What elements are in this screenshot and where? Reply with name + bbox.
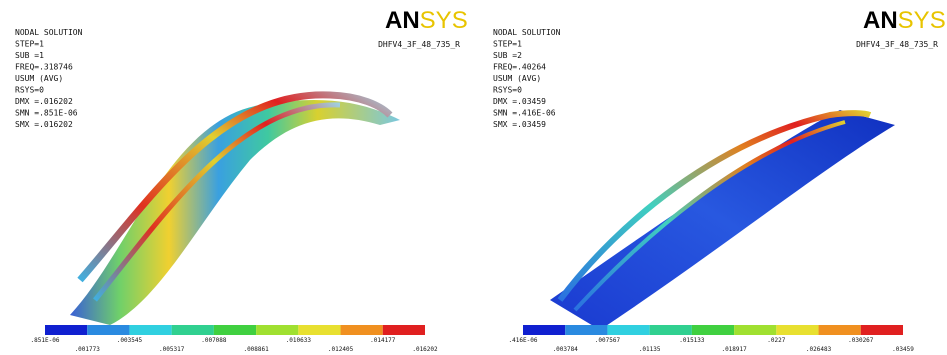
legend-box bbox=[692, 325, 734, 335]
header-line: DMX =.03459 bbox=[493, 97, 546, 106]
legend-box bbox=[861, 325, 903, 335]
legend-label: .007567 bbox=[595, 337, 621, 344]
legend-box bbox=[607, 325, 649, 335]
model-name: DHFV4_3F_48_735_R bbox=[856, 40, 938, 49]
legend-label: .416E-06 bbox=[509, 337, 538, 344]
header-line: FREQ=.40264 bbox=[493, 63, 546, 72]
header-line: NODAL SOLUTION bbox=[493, 28, 561, 37]
legend-label: .026483 bbox=[806, 346, 832, 353]
header-line: SMX =.03459 bbox=[493, 120, 546, 129]
legend-label: .030267 bbox=[848, 337, 874, 344]
model-view-1 bbox=[70, 95, 400, 325]
header-line: NODAL SOLUTION bbox=[15, 28, 83, 37]
deck bbox=[70, 100, 400, 325]
legend-label: .03459 bbox=[892, 346, 914, 353]
header-line: USUM (AVG) bbox=[493, 74, 541, 83]
legend-label: .001773 bbox=[75, 346, 101, 353]
legend-label: .010633 bbox=[286, 337, 312, 344]
legend-box bbox=[650, 325, 692, 335]
logo-sys: SYS bbox=[898, 7, 946, 34]
screenshot: NODAL SOLUTION STEP=1 SUB =1 FREQ=.318746 US… bbox=[0, 0, 947, 355]
legend-box bbox=[734, 325, 776, 335]
header-line: SMX =.016202 bbox=[15, 120, 73, 129]
header-line: SUB =2 bbox=[493, 51, 522, 60]
header-line: SMN =.851E-06 bbox=[15, 109, 78, 118]
legend-box bbox=[256, 325, 298, 335]
legend-label: .005317 bbox=[159, 346, 185, 353]
logo: ANSYS bbox=[385, 7, 468, 34]
header-line: RSYS=0 bbox=[15, 86, 44, 95]
legend-label: .01135 bbox=[639, 346, 661, 353]
legend-label: .016202 bbox=[412, 346, 438, 353]
header-line: STEP=1 bbox=[15, 40, 44, 49]
legend-box bbox=[172, 325, 214, 335]
legend-label: .012405 bbox=[328, 346, 354, 353]
header-line: SUB =1 bbox=[15, 51, 44, 60]
legend-label: .003784 bbox=[553, 346, 579, 353]
legend-box bbox=[214, 325, 256, 335]
logo-an: AN bbox=[385, 7, 420, 34]
logo-sys: SYS bbox=[420, 7, 468, 34]
legend-box bbox=[565, 325, 607, 335]
legend-box bbox=[129, 325, 171, 335]
legend-box bbox=[776, 325, 818, 335]
legend-label: .007088 bbox=[201, 337, 227, 344]
legend-label: .008861 bbox=[243, 346, 269, 353]
legend-box bbox=[383, 325, 425, 335]
model-name: DHFV4_3F_48_735_R bbox=[378, 40, 460, 49]
legend-label: .0227 bbox=[767, 337, 785, 344]
legend-box bbox=[523, 325, 565, 335]
legend-label: .851E-06 bbox=[31, 337, 60, 344]
deck bbox=[550, 110, 895, 330]
legend-label: .003545 bbox=[117, 337, 143, 344]
header-line: STEP=1 bbox=[493, 40, 522, 49]
header-line: FREQ=.318746 bbox=[15, 63, 73, 72]
legend-box bbox=[341, 325, 383, 335]
legend-label: .018917 bbox=[721, 346, 747, 353]
logo: ANSYS bbox=[863, 7, 946, 34]
header-line: SMN =.416E-06 bbox=[493, 109, 556, 118]
header-line: USUM (AVG) bbox=[15, 74, 63, 83]
header-line: DMX =.016202 bbox=[15, 97, 73, 106]
legend-box bbox=[45, 325, 87, 335]
legend-box bbox=[87, 325, 129, 335]
legend-box bbox=[298, 325, 340, 335]
model-view-2 bbox=[550, 110, 895, 330]
legend-label: .015133 bbox=[679, 337, 705, 344]
header-line: RSYS=0 bbox=[493, 86, 522, 95]
legend-label: .014177 bbox=[370, 337, 396, 344]
legend-box bbox=[819, 325, 861, 335]
logo-an: AN bbox=[863, 7, 898, 34]
